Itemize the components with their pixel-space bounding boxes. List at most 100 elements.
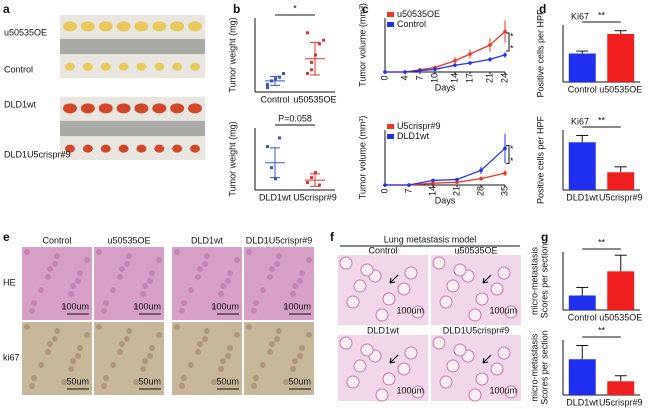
tumor [154,62,165,71]
bar [568,53,596,82]
alveolus [353,359,367,373]
texture [297,353,303,359]
texture [220,283,226,289]
texture [227,270,233,276]
significance-label: P=0.058 [278,113,312,123]
texture [283,379,289,385]
histology-image [244,322,314,395]
x-axis-label: Days [435,82,456,92]
texture [188,287,194,293]
scale-bar-label: 100um [489,305,517,315]
tumor [116,21,131,32]
legend-label: U5crispr#9 [397,121,441,131]
x-tick-label: 14 [449,73,459,83]
texture [179,308,185,314]
scale-bar-label: 100um [211,301,239,311]
x-tick-label: DLD1wt [566,397,599,407]
point [468,52,472,56]
annotation: * [510,144,514,154]
scale-bar-label: 100um [61,301,89,311]
alveolus [490,362,504,376]
alveolus [504,305,518,319]
texture [202,336,208,342]
alveolus [404,346,418,360]
point [310,176,313,180]
series-line [385,31,506,73]
column-label: DLD1wt [367,325,400,335]
column-label: DLD1U5crispr#9 [443,325,510,335]
point [383,183,387,187]
alveolus [375,308,389,322]
tumor [82,144,93,153]
panel-label: c [362,2,369,16]
texture [179,383,185,389]
x-tick-label: 4 [399,75,409,80]
x-tick-label: 35 [499,186,509,196]
x-tick-label: 14 [427,186,437,196]
y-axis-label: Tumor volume (mm³) [357,116,367,200]
tumor [154,144,165,153]
texture [292,358,298,364]
texture [197,266,203,272]
x-tick-label: U5crispr#9 [599,192,643,202]
tumor [134,21,149,32]
row-label: ki67 [3,352,20,362]
texture [84,257,90,263]
tumor [118,62,129,71]
texture [211,304,217,310]
texture [260,362,266,368]
tumor [188,103,202,114]
y-axis-label: Scores per section [539,244,549,319]
tumor [63,103,77,114]
texture [253,300,259,306]
texture [202,261,208,267]
texture [147,278,153,284]
texture [31,375,37,381]
texture [103,300,109,306]
tumor [100,144,111,153]
significance-label: ** [598,10,606,20]
point [455,180,459,185]
column-label: u50535OE [454,245,497,255]
texture [251,383,257,389]
texture [84,332,90,338]
bar [607,172,635,190]
point [266,145,269,149]
legend-swatch [387,134,394,139]
panel-label: f [330,230,335,244]
texture [292,283,298,289]
x-tick-label: 0 [379,75,389,80]
texture [70,358,76,364]
alveolus [432,336,446,350]
significance-label: ** [598,237,606,247]
texture [70,283,76,289]
texture [101,308,107,314]
texture [299,345,305,351]
alveolus [439,375,453,389]
point [306,181,309,185]
texture [54,328,60,334]
texture [174,249,180,255]
alveolus [475,372,489,386]
y-axis-label: micro-metastasis [529,333,539,402]
column-label: DLD1wt [191,235,224,245]
texture [47,266,53,272]
point [266,83,269,87]
point [282,72,285,75]
bar [568,359,596,395]
chart-title: Ki67 [571,11,589,21]
bar [607,33,635,82]
x-tick-label: DLD1wt [259,192,292,202]
histology-image [22,322,92,395]
tumor [134,103,149,114]
x-tick-label: 21 [484,73,494,83]
texture [68,366,74,372]
histology-image [172,247,242,320]
scale-bar-label: 100um [133,301,161,311]
x-tick-label: u50535OE [293,94,336,104]
alveolus [497,266,511,280]
texture [149,345,155,351]
texture [246,324,252,330]
texture [75,353,81,359]
